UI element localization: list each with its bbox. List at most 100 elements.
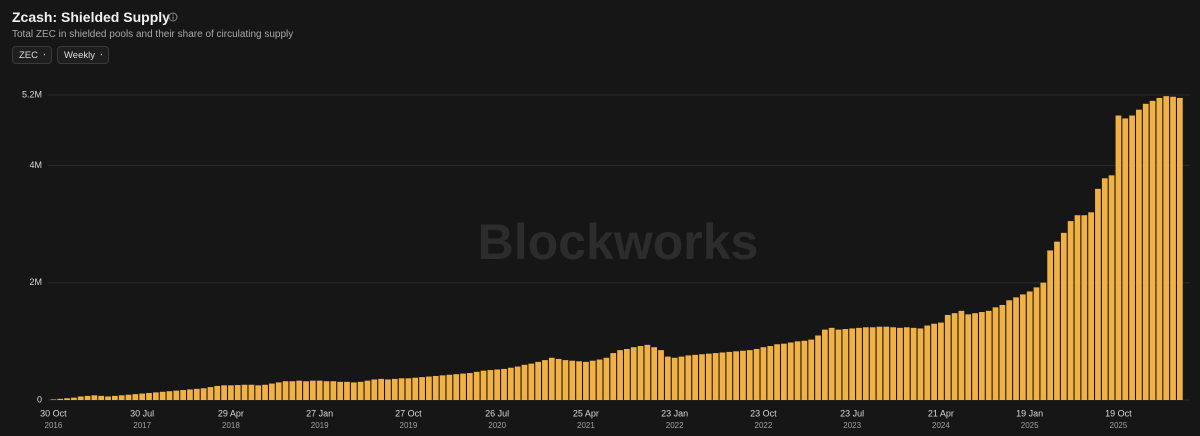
bar (1033, 287, 1040, 400)
bar (849, 328, 856, 400)
bar (371, 379, 378, 400)
bar (979, 312, 985, 400)
bar (883, 326, 890, 400)
bar (309, 380, 316, 400)
x-tick-year: 2017 (133, 421, 151, 430)
bar (364, 380, 371, 400)
bar (1026, 291, 1033, 400)
x-tick-label: 23 Jul (840, 408, 864, 418)
bar (931, 323, 937, 400)
subtitle: Total ZEC in shielded pools and their sh… (12, 29, 294, 40)
bar (705, 353, 712, 400)
bar (248, 384, 255, 400)
bar (344, 381, 350, 400)
bar (501, 368, 507, 400)
bar (1122, 118, 1129, 400)
bar (876, 326, 883, 400)
bar (139, 393, 146, 400)
bar (84, 395, 91, 400)
bar (473, 371, 480, 400)
bar (944, 314, 951, 400)
chevron (100, 53, 102, 56)
bar (699, 354, 705, 400)
bar (439, 375, 446, 400)
y-tick-label: 2M (29, 277, 42, 287)
x-tick-year: 2022 (755, 421, 773, 430)
bar (303, 381, 309, 400)
bar (1136, 109, 1142, 401)
bar (398, 378, 405, 400)
bar (828, 327, 835, 400)
bar (999, 304, 1006, 400)
interval-dropdown[interactable]: Weekly (57, 46, 109, 64)
bar (91, 395, 98, 400)
bar (856, 327, 862, 400)
x-tick-label: 25 Apr (573, 408, 599, 418)
x-tick-label: 27 Oct (395, 408, 422, 418)
bar (535, 361, 541, 400)
bar (583, 361, 589, 400)
bar (228, 385, 234, 400)
bar (555, 358, 562, 400)
bar (910, 327, 917, 400)
x-tick-year: 2018 (222, 421, 240, 430)
title: Zcash: Shielded Supply (12, 9, 170, 25)
bar (603, 357, 610, 400)
bar (385, 379, 391, 400)
bar (542, 360, 548, 400)
bar (685, 355, 692, 400)
bar (1163, 96, 1170, 400)
bar (316, 380, 323, 400)
bar (275, 382, 282, 400)
x-tick-year: 2022 (666, 421, 684, 430)
x-tick-label: 23 Jan (661, 408, 688, 418)
bar (835, 329, 842, 400)
bar (1081, 215, 1088, 400)
x-tick-year: 2024 (932, 421, 950, 430)
bar (658, 350, 664, 400)
unit-dropdown[interactable]: ZEC (12, 46, 52, 64)
bar (1006, 300, 1013, 400)
bar (521, 364, 528, 400)
x-tick-year: 2016 (45, 421, 63, 430)
bar (1040, 282, 1047, 400)
bar (794, 341, 801, 400)
bar (726, 351, 733, 400)
bar (965, 314, 972, 400)
bar (105, 396, 111, 400)
bar (207, 387, 214, 400)
bar (50, 399, 57, 400)
bar (897, 327, 903, 400)
bar (589, 360, 596, 400)
bar (596, 359, 603, 400)
bar (767, 346, 774, 400)
bar (1115, 115, 1122, 401)
bar (330, 381, 337, 400)
chevron (43, 53, 45, 56)
bar (1156, 97, 1163, 401)
bar (378, 378, 384, 400)
bar (712, 353, 719, 400)
bar (289, 381, 296, 400)
bar (528, 363, 535, 400)
bar (262, 384, 268, 400)
bar (173, 390, 180, 400)
bar (71, 397, 77, 400)
bar (132, 394, 139, 400)
bar (760, 347, 767, 400)
bar (958, 310, 965, 400)
x-tick-year: 2020 (488, 421, 506, 430)
bar (562, 360, 569, 400)
info-icon[interactable] (168, 12, 178, 22)
y-tick-label: 0 (37, 394, 42, 404)
bar (118, 395, 125, 400)
bar (862, 327, 869, 400)
bar (630, 347, 637, 400)
bar (64, 398, 70, 400)
bar (1019, 294, 1026, 400)
bar (193, 388, 200, 400)
bar (152, 392, 159, 400)
bar (125, 394, 132, 400)
bar (241, 384, 248, 400)
bar (787, 342, 794, 400)
